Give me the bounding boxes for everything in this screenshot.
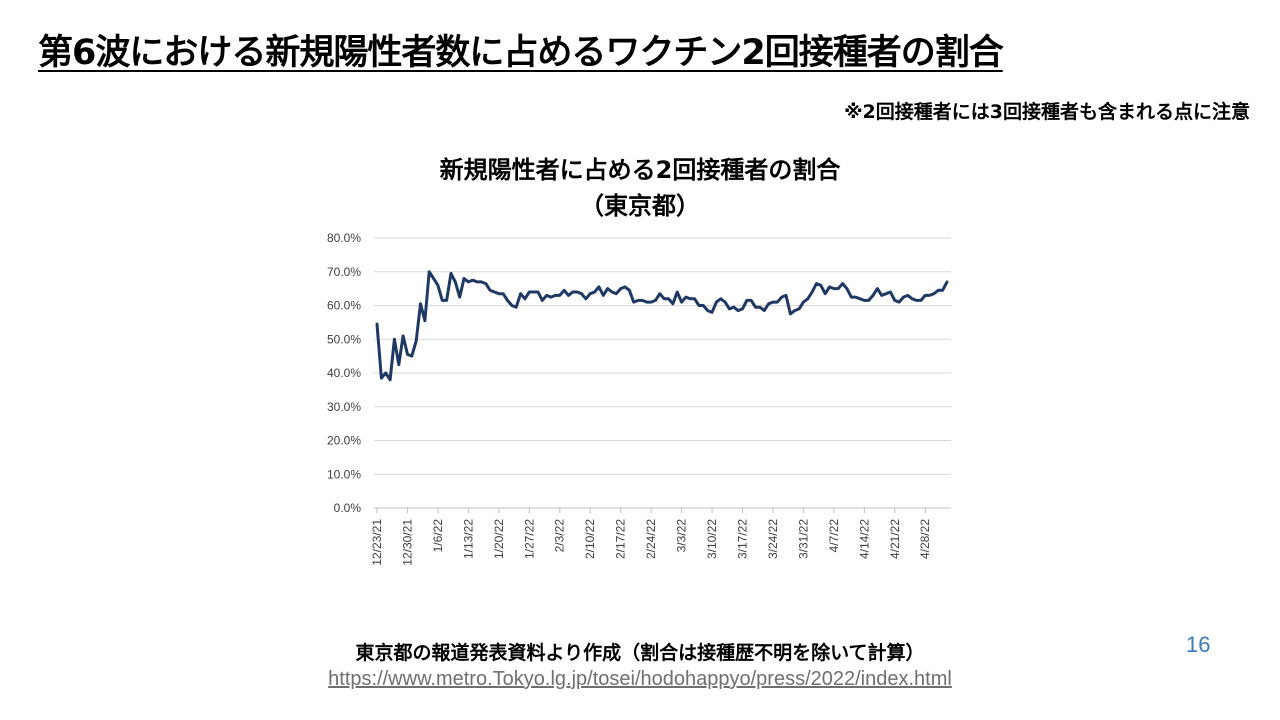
page-number: 16 bbox=[1186, 632, 1211, 657]
y-tick-label: 30.0% bbox=[327, 400, 361, 414]
x-tick-label: 2/24/22 bbox=[644, 519, 658, 559]
y-tick-label: 50.0% bbox=[327, 332, 361, 346]
y-tick-label: 0.0% bbox=[334, 501, 362, 515]
x-tick-label: 2/10/22 bbox=[583, 519, 597, 559]
x-tick-label: 3/24/22 bbox=[766, 519, 780, 559]
series-layer bbox=[375, 270, 949, 382]
x-tick-label: 4/21/22 bbox=[888, 519, 902, 559]
source-note: 東京都の報道発表資料より作成（割合は接種歴不明を除いて計算） bbox=[355, 642, 925, 664]
y-tick-label: 60.0% bbox=[327, 299, 361, 313]
source-link[interactable]: https://www.metro.Tokyo.lg.jp/tosei/hodo… bbox=[328, 668, 952, 690]
x-tick-label: 1/6/22 bbox=[431, 519, 445, 553]
chart-subtitle: （東京都） bbox=[580, 192, 700, 220]
chart-title: 新規陽性者に占める2回接種者の割合 bbox=[439, 156, 841, 184]
x-tick-label: 12/23/21 bbox=[370, 519, 384, 566]
y-tick-label: 20.0% bbox=[327, 434, 361, 448]
y-axis-ticks: 0.0% 10.0% 20.0% 30.0% 40.0% 50.0% 60.0% 70.0% 8… bbox=[327, 231, 361, 515]
series-line bbox=[375, 270, 949, 382]
x-tick-label: 4/28/22 bbox=[918, 519, 932, 559]
x-tick-label: 3/10/22 bbox=[705, 519, 719, 559]
y-tick-label: 10.0% bbox=[327, 467, 361, 481]
x-tick-label: 1/13/22 bbox=[461, 519, 475, 559]
x-tick-label: 4/7/22 bbox=[827, 519, 841, 553]
x-tick-label: 2/17/22 bbox=[614, 519, 628, 559]
y-tick-label: 40.0% bbox=[327, 366, 361, 380]
x-tick-label: 1/20/22 bbox=[492, 519, 506, 559]
y-tick-label: 70.0% bbox=[327, 265, 361, 279]
x-tick-label: 3/17/22 bbox=[735, 519, 749, 559]
x-tick-label: 1/27/22 bbox=[522, 519, 536, 559]
booster-note: ※2回接種者には3回接種者も含まれる点に注意 bbox=[844, 101, 1250, 123]
x-tick-label: 3/31/22 bbox=[796, 519, 810, 559]
x-axis-ticks: 12/23/21 12/30/21 1/6/22 1/13/22 1/20/22 1/27… bbox=[370, 508, 932, 566]
x-tick-label: 4/14/22 bbox=[857, 519, 871, 559]
x-tick-label: 3/3/22 bbox=[675, 519, 689, 553]
y-tick-label: 80.0% bbox=[327, 231, 361, 245]
x-tick-label: 12/30/21 bbox=[400, 519, 414, 566]
gridlines bbox=[374, 237, 951, 509]
x-tick-label: 2/3/22 bbox=[553, 519, 567, 553]
slide-title: 第6波における新規陽性者数に占めるワクチン2回接種者の割合 bbox=[38, 33, 1004, 73]
